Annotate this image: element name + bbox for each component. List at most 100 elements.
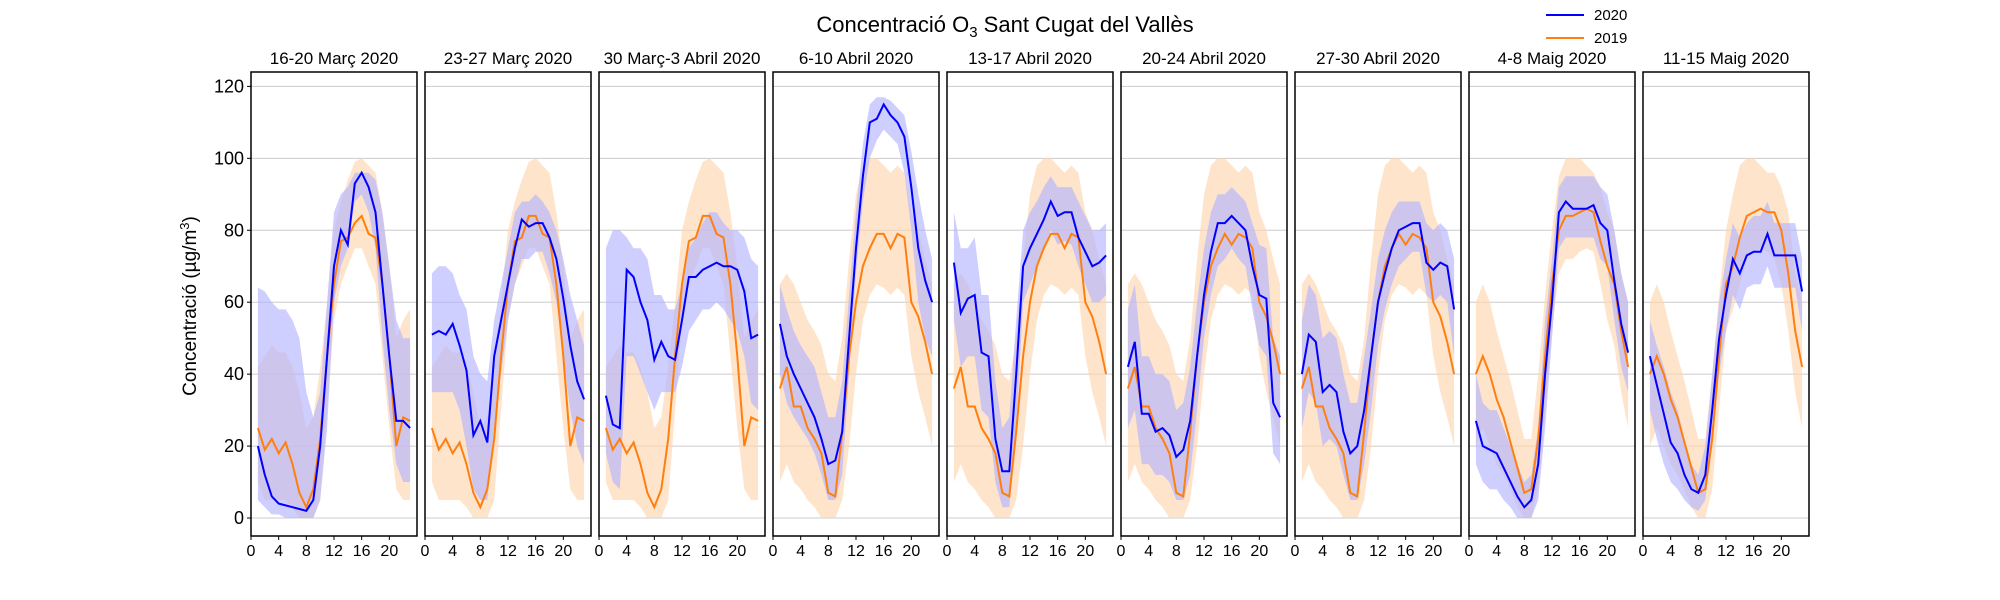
x-tick-label: 8 bbox=[1172, 543, 1181, 560]
x-tick-label: 4 bbox=[1318, 543, 1327, 560]
panels-group: 16-20 Març 2020 0 4 8 12 16 20 23-27 Març 2020 0… bbox=[247, 49, 1810, 560]
legend: 2020 2019 bbox=[1546, 7, 1627, 47]
band-2020 bbox=[1301, 201, 1455, 500]
line-2020 bbox=[1300, 222, 1456, 456]
x-tick-label: 4 bbox=[970, 543, 979, 560]
x-tick-label: 12 bbox=[1369, 543, 1387, 560]
y-axis: 0 20 40 60 80 100 120 bbox=[214, 76, 251, 528]
x-tick-label: 4 bbox=[1144, 543, 1153, 560]
x-tick-label: 16 bbox=[353, 543, 371, 560]
x-tick-label: 0 bbox=[769, 543, 778, 560]
panel-9: 11-15 Maig 2020 0 4 8 12 16 20 bbox=[1639, 49, 1810, 560]
panel-3: 30 Març-3 Abril 2020 0 4 8 12 16 20 bbox=[595, 49, 766, 560]
x-tick-label: 0 bbox=[1117, 543, 1126, 560]
x-tick-label: 16 bbox=[527, 543, 545, 560]
x-tick-label: 20 bbox=[1772, 543, 1790, 560]
panel-1: 16-20 Març 2020 0 4 8 12 16 20 bbox=[247, 49, 418, 560]
x-tick-label: 4 bbox=[622, 543, 631, 560]
x-tick-label: 0 bbox=[1291, 543, 1300, 560]
band-2020 bbox=[431, 194, 585, 501]
x-tick-label: 0 bbox=[595, 543, 604, 560]
x-tick-label: 8 bbox=[998, 543, 1007, 560]
line-2020 bbox=[431, 217, 586, 443]
x-tick-label: 8 bbox=[1520, 543, 1529, 560]
band-2020 bbox=[257, 172, 411, 518]
line-2020 bbox=[604, 261, 759, 430]
panel-title: 23-27 Març 2020 bbox=[444, 49, 573, 68]
panel-8: 4-8 Maig 2020 0 4 8 12 16 20 bbox=[1465, 49, 1636, 560]
panel-title: 4-8 Maig 2020 bbox=[1498, 49, 1607, 68]
x-tick-label: 4 bbox=[1666, 543, 1675, 560]
panel-4: 6-10 Abril 2020 0 4 8 12 16 20 bbox=[769, 49, 940, 560]
x-tick-label: 12 bbox=[847, 543, 865, 560]
line-2020 bbox=[1648, 230, 1804, 495]
x-tick-label: 0 bbox=[1639, 543, 1648, 560]
x-tick-label: 20 bbox=[1076, 543, 1094, 560]
band-2020 bbox=[605, 212, 759, 490]
band-2020 bbox=[953, 176, 1107, 508]
x-tick-label: 8 bbox=[476, 543, 485, 560]
x-tick-label: 16 bbox=[1223, 543, 1241, 560]
x-tick-label: 20 bbox=[1250, 543, 1268, 560]
line-2019 bbox=[952, 232, 1108, 498]
panel-title: 16-20 Març 2020 bbox=[270, 49, 399, 68]
y-tick-label: 100 bbox=[214, 148, 244, 168]
x-tick-label: 16 bbox=[701, 543, 719, 560]
line-2019 bbox=[778, 232, 934, 498]
x-tick-label: 12 bbox=[1021, 543, 1039, 560]
x-tick-label: 12 bbox=[673, 543, 691, 560]
y-tick-label: 20 bbox=[224, 436, 244, 456]
x-tick-label: 20 bbox=[380, 543, 398, 560]
y-tick-label: 0 bbox=[234, 508, 244, 528]
line-2020 bbox=[1126, 214, 1282, 459]
panel-title: 20-24 Abril 2020 bbox=[1142, 49, 1266, 68]
x-tick-label: 20 bbox=[1598, 543, 1616, 560]
x-tick-label: 4 bbox=[796, 543, 805, 560]
x-tick-label: 12 bbox=[1195, 543, 1213, 560]
x-tick-label: 4 bbox=[1492, 543, 1501, 560]
x-tick-label: 0 bbox=[421, 543, 430, 560]
x-tick-label: 12 bbox=[325, 543, 343, 560]
panel-7: 27-30 Abril 2020 0 4 8 12 16 20 bbox=[1291, 49, 1462, 560]
x-tick-label: 12 bbox=[499, 543, 517, 560]
band-2020 bbox=[1127, 187, 1281, 500]
band-2020 bbox=[779, 97, 933, 500]
x-tick-label: 0 bbox=[943, 543, 952, 560]
x-tick-label: 0 bbox=[1465, 543, 1474, 560]
y-axis-label: Concentració (µg/m3) bbox=[177, 216, 201, 396]
x-tick-label: 8 bbox=[302, 543, 311, 560]
panel-2: 23-27 Març 2020 0 4 8 12 16 20 bbox=[421, 49, 592, 560]
x-tick-label: 8 bbox=[650, 543, 659, 560]
x-tick-label: 20 bbox=[1424, 543, 1442, 560]
chart-title: Concentració O3 Sant Cugat del Vallès bbox=[816, 12, 1193, 41]
band-2019 bbox=[1475, 158, 1629, 519]
x-tick-label: 8 bbox=[1346, 543, 1355, 560]
x-tick-label: 20 bbox=[902, 543, 920, 560]
panel-title: 27-30 Abril 2020 bbox=[1316, 49, 1440, 68]
y-tick-label: 80 bbox=[224, 220, 244, 240]
line-2019 bbox=[1474, 207, 1630, 495]
line-2020 bbox=[778, 102, 934, 466]
line-2019 bbox=[604, 214, 759, 510]
panel-5: 13-17 Abril 2020 0 4 8 12 16 20 bbox=[943, 49, 1114, 560]
y-tick-label: 40 bbox=[224, 364, 244, 384]
band-2020 bbox=[1649, 201, 1803, 511]
x-tick-label: 4 bbox=[274, 543, 283, 560]
line-2020 bbox=[256, 170, 411, 512]
panel-title: 6-10 Abril 2020 bbox=[799, 49, 913, 68]
x-tick-label: 4 bbox=[448, 543, 457, 560]
panel-title: 30 Març-3 Abril 2020 bbox=[604, 49, 761, 68]
line-2020 bbox=[952, 198, 1107, 473]
x-tick-label: 8 bbox=[1694, 543, 1703, 560]
x-tick-label: 16 bbox=[1745, 543, 1763, 560]
panel-title: 11-15 Maig 2020 bbox=[1663, 49, 1789, 68]
line-2020 bbox=[1474, 199, 1630, 509]
x-tick-label: 16 bbox=[875, 543, 893, 560]
y-tick-label: 120 bbox=[214, 76, 244, 96]
y-tick-label: 60 bbox=[224, 292, 244, 312]
panel-6: 20-24 Abril 2020 0 4 8 12 16 20 bbox=[1117, 49, 1288, 560]
x-tick-label: 0 bbox=[247, 543, 256, 560]
x-tick-label: 12 bbox=[1717, 543, 1735, 560]
panel-title: 13-17 Abril 2020 bbox=[968, 49, 1092, 68]
